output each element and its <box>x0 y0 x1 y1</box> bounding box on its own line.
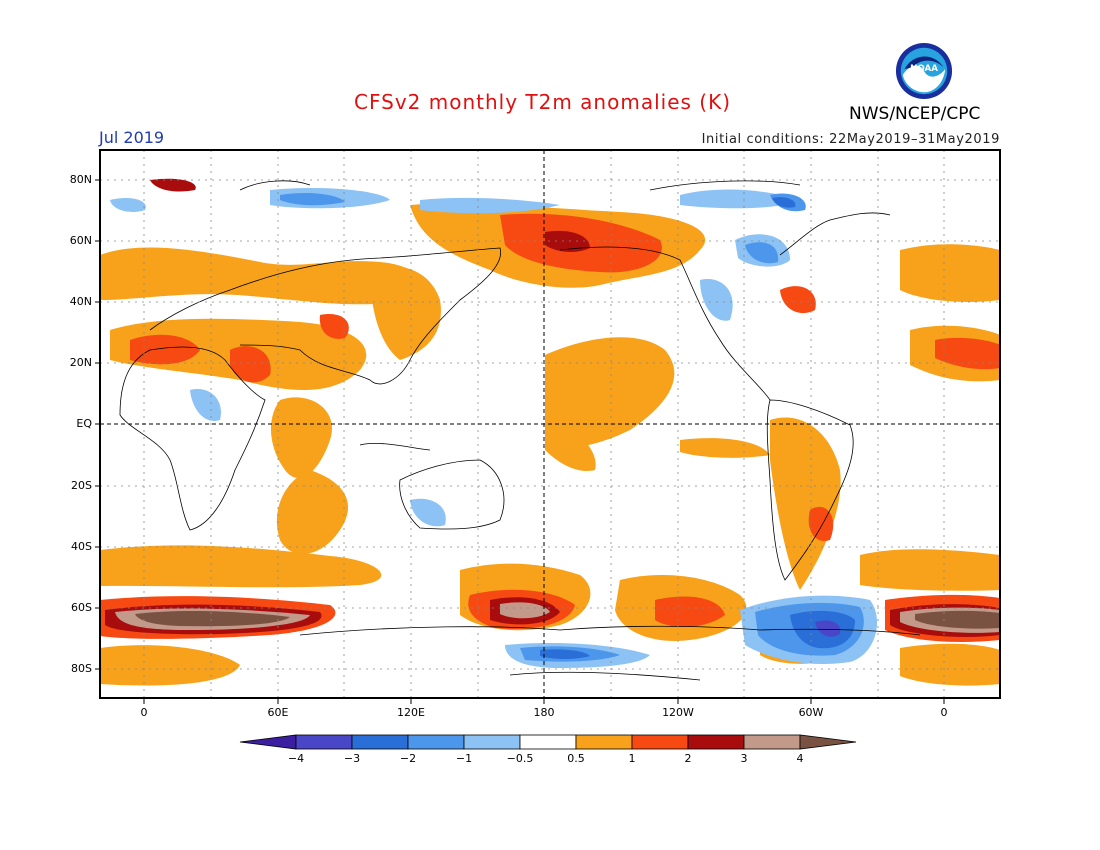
colorbar-box <box>575 734 633 750</box>
initial-conditions: Initial conditions: 22May2019–31May2019 <box>701 132 1000 147</box>
colorbar-arrow-low <box>239 734 297 750</box>
agency-label: NWS/NCEP/CPC <box>849 104 981 124</box>
lat-label: 40N <box>69 295 92 308</box>
colorbar <box>239 734 857 750</box>
lon-label: 120E <box>397 706 425 719</box>
colorbar-box <box>631 734 689 750</box>
colorbar-box <box>687 734 745 750</box>
colorbar-arrow-high <box>799 734 857 750</box>
lat-label: 80S <box>71 662 92 675</box>
lat-label: 60N <box>69 234 92 247</box>
lat-label: 40S <box>71 540 92 553</box>
colorbar-box <box>519 734 577 750</box>
colorbar-box <box>351 734 409 750</box>
lat-label: 60S <box>71 601 92 614</box>
lat-label: 80N <box>69 173 92 186</box>
lon-label: 60W <box>798 706 824 719</box>
colorbar-label: −1 <box>455 752 473 765</box>
colorbar-box <box>295 734 353 750</box>
colorbar-label: 3 <box>740 752 748 765</box>
lon-label: 0 <box>940 706 948 719</box>
colorbar-box <box>407 734 465 750</box>
colorbar-label: −2 <box>399 752 417 765</box>
colorbar-label: 2 <box>684 752 692 765</box>
map-title: CFSv2 monthly T2m anomalies (K) <box>354 90 731 114</box>
colorbar-label: −3 <box>343 752 361 765</box>
colorbar-label: 4 <box>796 752 804 765</box>
lon-label: 60E <box>267 706 289 719</box>
lon-label: 120W <box>662 706 694 719</box>
axis-ticks <box>95 179 945 704</box>
colorbar-label: −4 <box>287 752 305 765</box>
colorbar-label: −0.5 <box>506 752 534 765</box>
noaa-logo-icon: NOAA <box>895 42 953 100</box>
colorbar-box <box>463 734 521 750</box>
coastlines <box>119 180 921 681</box>
forecast-period: Jul 2019 <box>99 128 165 147</box>
colorbar-label: 0.5 <box>567 752 585 765</box>
colorbar-label: 1 <box>628 752 636 765</box>
colorbar-box <box>743 734 801 750</box>
lat-label: EQ <box>76 417 92 430</box>
logo-text: NOAA <box>910 64 938 74</box>
lon-label: 180 <box>533 706 555 719</box>
lon-label: 0 <box>140 706 148 719</box>
anomaly-field <box>100 178 1000 686</box>
reference-lines <box>100 150 1000 698</box>
lat-label: 20N <box>69 356 92 369</box>
lat-label: 20S <box>71 479 92 492</box>
